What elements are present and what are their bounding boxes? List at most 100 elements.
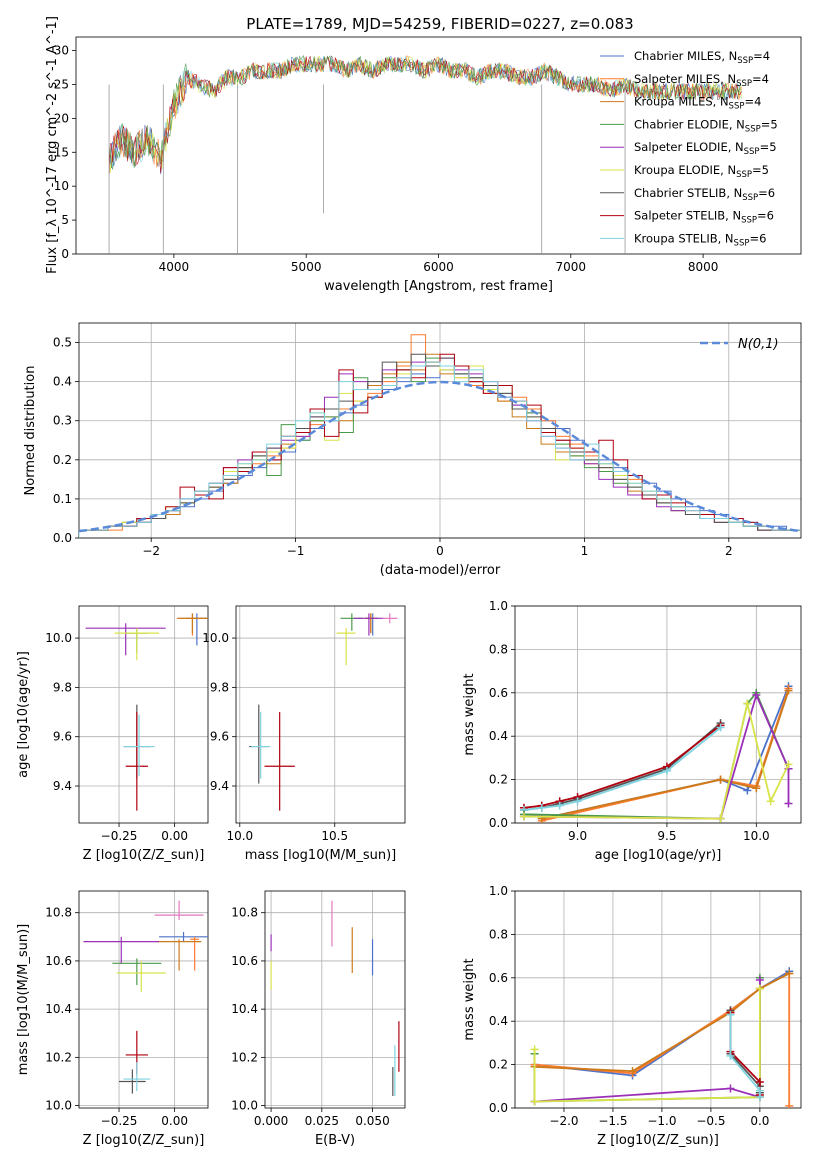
legend-subscript: SSP: [734, 238, 750, 248]
x-tick-label: 0: [436, 544, 444, 558]
y-tick-label: 1.0: [489, 884, 508, 898]
x-tick-label: −1.5: [598, 1114, 627, 1128]
y-tick-label: 0.4: [53, 375, 72, 389]
x-tick-label: 0.025: [305, 1114, 339, 1128]
mass-weight-marker: [537, 803, 546, 812]
mass-weight-marker: [755, 1093, 764, 1102]
legend-label: Salpeter MILES, NSSP=4: [634, 72, 769, 89]
y-tick-label: 0.0: [489, 1101, 508, 1115]
mass-weight-marker: [530, 1045, 539, 1054]
y-tick-label: 0.1: [53, 492, 72, 506]
mass-weight-line: [523, 726, 722, 811]
axes-frame: [235, 605, 406, 824]
x-tick-label: −1.0: [647, 1114, 676, 1128]
mass-weight-line: [533, 988, 761, 1103]
x-axis-label: (data-model)/error: [380, 563, 501, 578]
mass-weight-marker: [726, 1051, 735, 1060]
mass-weight-marker: [752, 784, 761, 793]
x-tick-label: 7000: [556, 260, 587, 274]
spectrum-line: [108, 55, 742, 170]
legend-label: N(0,1): [738, 337, 779, 352]
x-tick-label: −1: [287, 544, 305, 558]
legend-subscript: SSP: [745, 124, 761, 134]
y-tick-label: 0.4: [489, 729, 508, 743]
plot-area: [530, 967, 794, 1108]
y-tick-label: 0.6: [489, 686, 508, 700]
x-tick-label: 1: [581, 544, 589, 558]
legend-value: =6: [758, 186, 775, 200]
x-tick-label: 5000: [291, 260, 322, 274]
plot-area: [270, 900, 400, 1096]
y-tick-label: 9.6: [53, 730, 72, 744]
residual-histogram-panel: −2 −1 0 1 2 0.0 0.1 0.2 0.3 0.4 0.5 N(0,1) (data-mod…: [23, 322, 802, 578]
x-tick-label: −0.5: [696, 1114, 725, 1128]
y-tick-label: 30: [54, 44, 69, 58]
x-tick-label: −2.0: [549, 1114, 578, 1128]
x-tick-label: −0.25: [101, 1114, 138, 1128]
mass-weight-marker: [555, 801, 564, 810]
legend-label: Chabrier STELIB, NSSP=6: [634, 186, 775, 203]
legend-value: =6: [749, 231, 766, 245]
x-axis-label: age [log10(age/yr)]: [595, 848, 722, 863]
figure-title: PLATE=1789, MJD=54259, FIBERID=0227, z=0…: [246, 15, 633, 33]
legend-value: =4: [752, 72, 769, 86]
y-tick-label: 9.8: [210, 680, 229, 694]
mass-weight-marker: [784, 760, 793, 769]
y-tick-label: 10.0: [45, 1099, 72, 1113]
plot-area: [249, 613, 398, 811]
y-axis-label: mass weight: [462, 958, 477, 1040]
histogram-series: [79, 361, 801, 538]
y-tick-label: 9.4: [53, 779, 72, 793]
y-tick-label: 0.3: [53, 414, 72, 428]
mass-weight-marker: [784, 686, 793, 695]
legend-subscript: SSP: [741, 216, 757, 226]
legend-label: Kroupa MILES, NSSP=4: [634, 95, 761, 112]
mass-weight-vs-metallicity-panel: −2.0 −1.5 −1.0 −0.5 0.0 0.0 0.2 0.4 0.6 0.8 1.0 Z […: [462, 884, 802, 1148]
x-axis-label: Z [log10(Z/Z_sun)]: [83, 1133, 205, 1148]
legend-value: =6: [757, 209, 774, 223]
x-tick-label: 0.0: [750, 1114, 769, 1128]
axes-frame: [78, 605, 209, 824]
x-tick-label: 0.000: [254, 1114, 288, 1128]
mass-weight-marker: [519, 812, 528, 821]
x-tick-label: 9.0: [568, 829, 587, 843]
legend-subscript: SSP: [742, 193, 758, 203]
y-axis-label: Normed distribution: [23, 366, 38, 496]
mass-weight-marker: [784, 799, 793, 808]
mass-weight-marker: [662, 766, 671, 775]
plot-area: [108, 55, 742, 254]
legend-value: =5: [752, 163, 769, 177]
y-tick-label: 10: [54, 179, 69, 193]
mass-weight-marker: [755, 975, 764, 984]
x-tick-label: 10.0: [743, 829, 770, 843]
legend-subscript: SSP: [736, 79, 752, 89]
legend-subscript: SSP: [729, 102, 745, 112]
x-axis-label: Z [log10(Z/Z_sun)]: [83, 848, 205, 863]
x-tick-label: 0.00: [161, 829, 188, 843]
mass-weight-marker: [743, 699, 752, 708]
y-tick-label: 10.0: [231, 1099, 258, 1113]
y-tick-label: 10.4: [231, 1002, 258, 1016]
axes-frame: [264, 890, 406, 1109]
mass-vs-extinction-panel: 0.000 0.025 0.050 10.0 10.2 10.4 10.6 10.8 E(B-V…: [231, 890, 406, 1148]
mass-weight-marker: [573, 797, 582, 806]
y-tick-label: 25: [54, 77, 69, 91]
axes-frame: [514, 605, 802, 824]
y-tick-label: 5: [61, 213, 69, 227]
mass-weight-line: [533, 977, 761, 1103]
normal-curve: [79, 380, 801, 533]
mass-weight-marker: [530, 1097, 539, 1106]
x-tick-label: 10.5: [321, 829, 348, 843]
y-tick-label: 0.2: [53, 453, 72, 467]
y-tick-label: 0.8: [489, 642, 508, 656]
mass-weight-marker: [785, 1101, 794, 1108]
plot-area: [85, 613, 208, 811]
y-tick-label: 20: [54, 111, 69, 125]
y-tick-label: 0: [61, 247, 69, 261]
y-tick-label: 0.8: [489, 927, 508, 941]
mass-weight-line: [541, 690, 790, 820]
x-tick-label: 2: [725, 544, 733, 558]
x-tick-label: −0.25: [101, 829, 138, 843]
